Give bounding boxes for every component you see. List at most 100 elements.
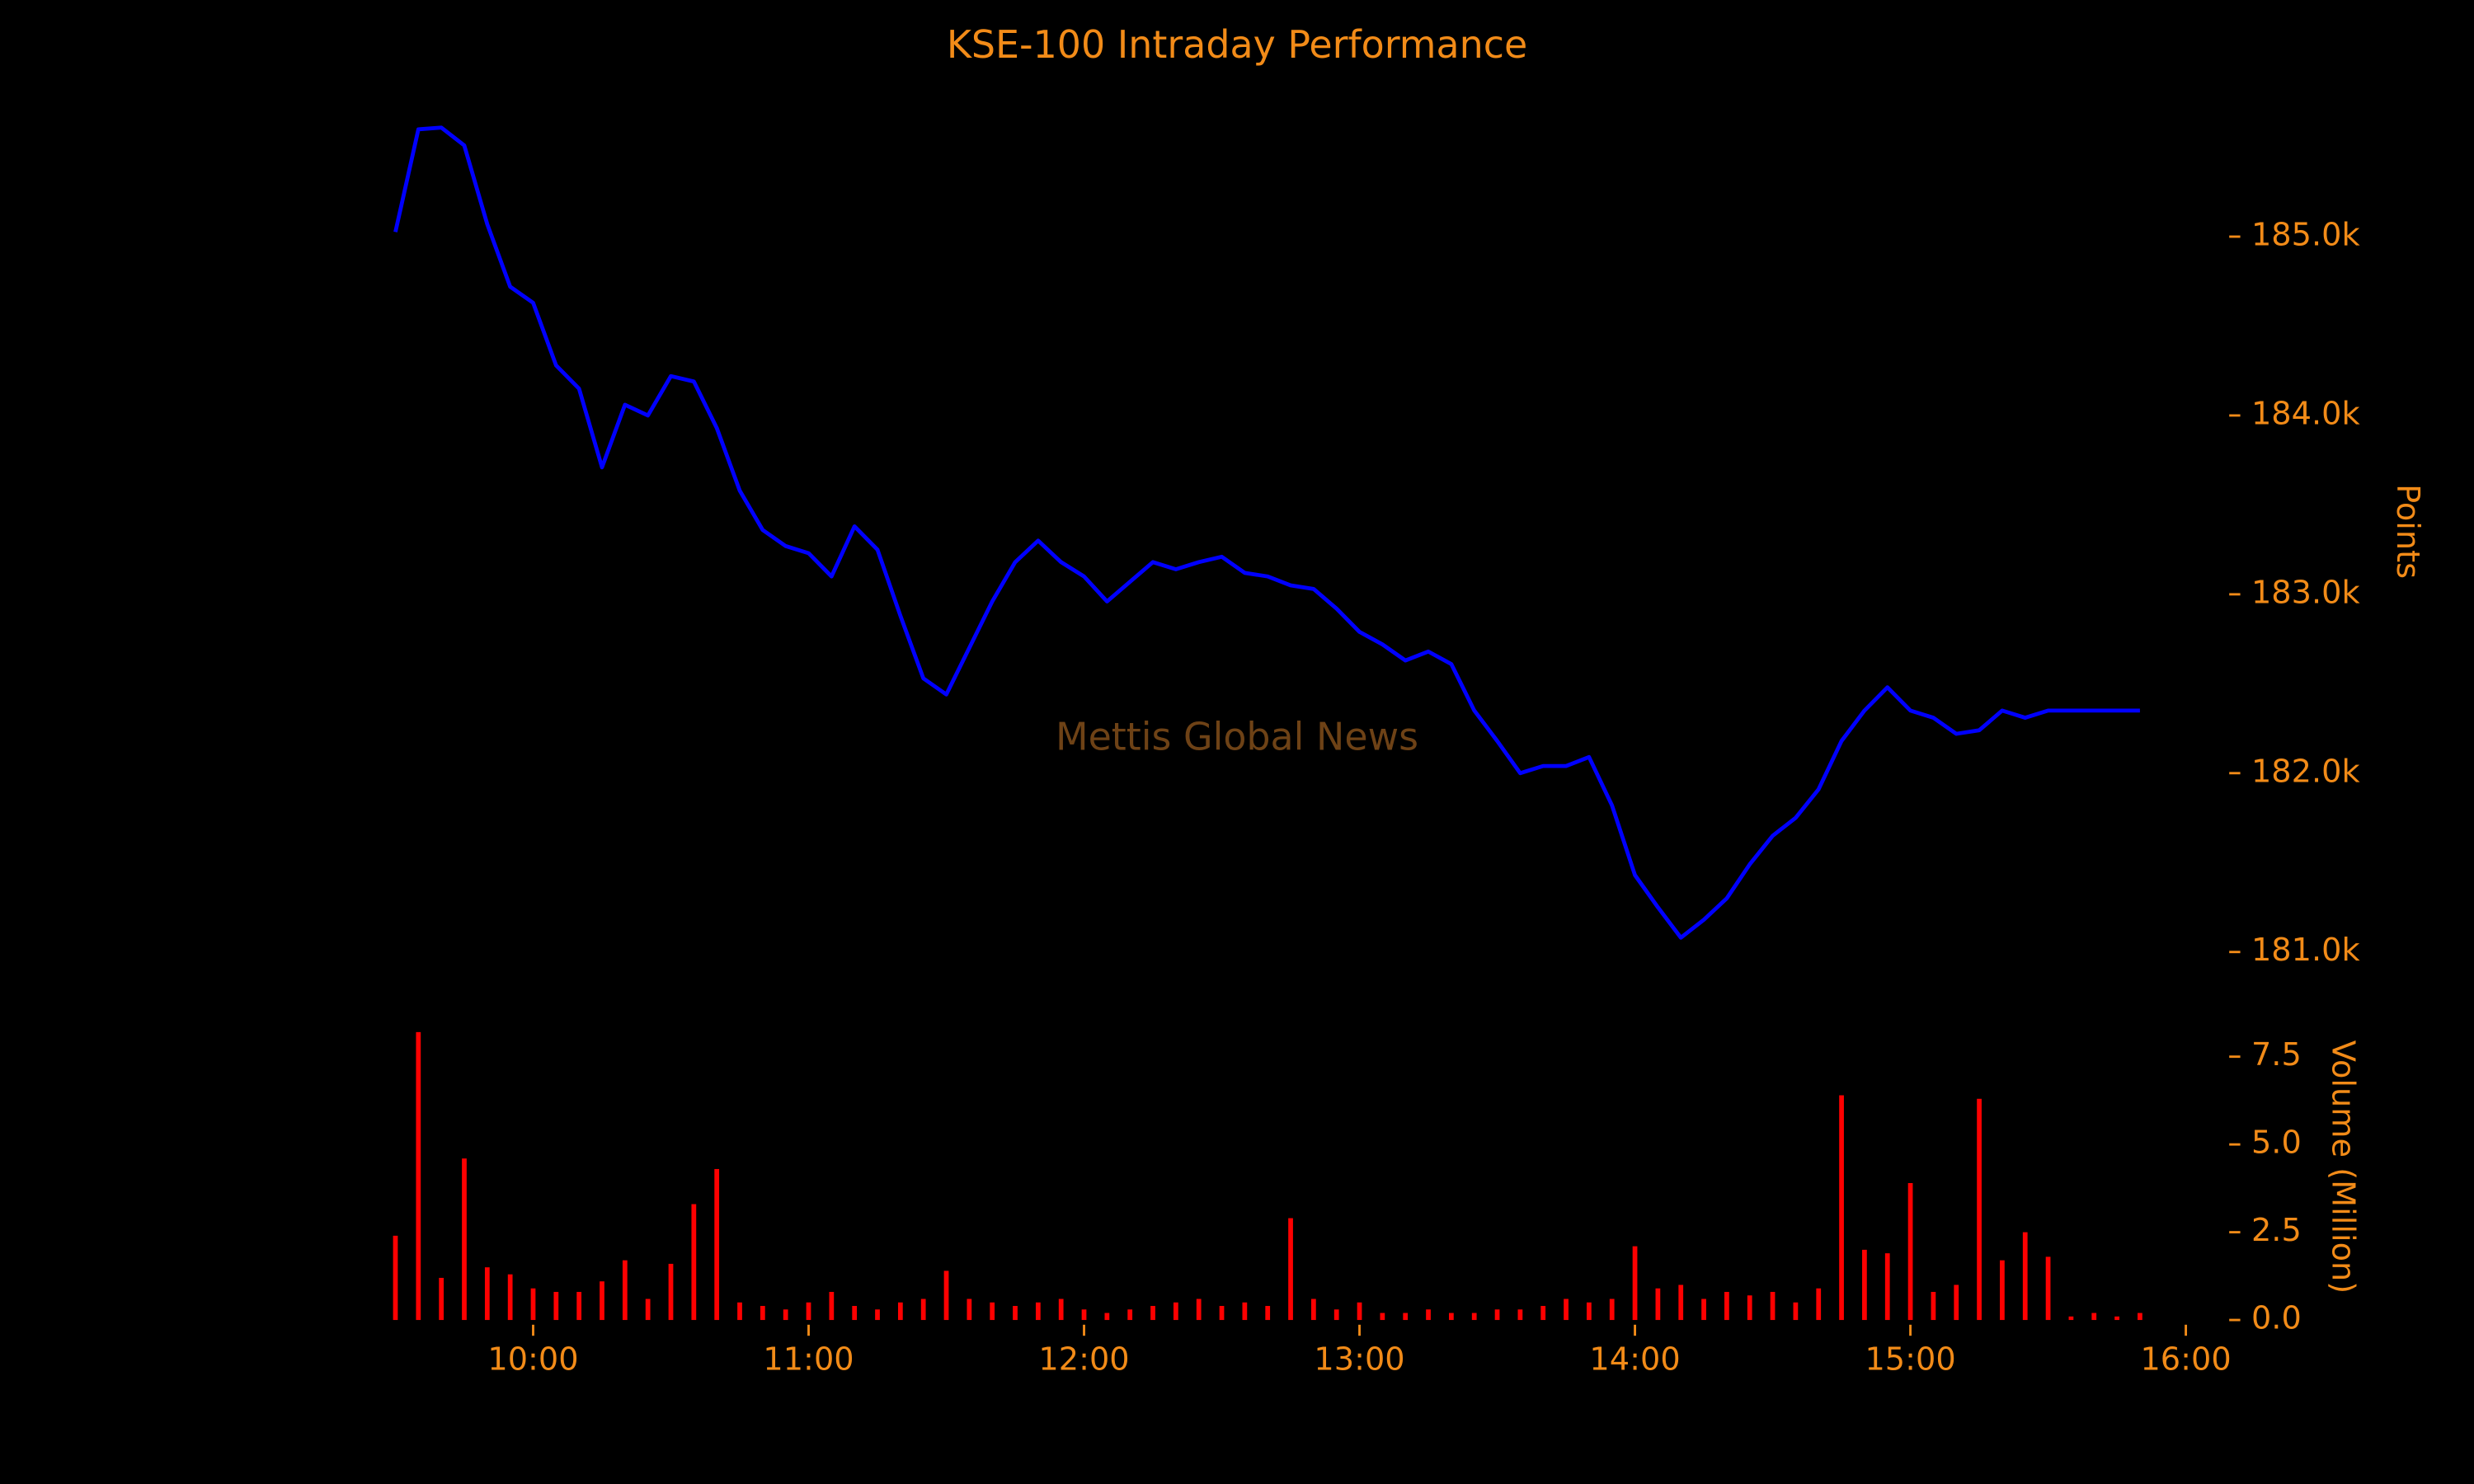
volume-bar [1380, 1313, 1385, 1321]
y-axis-label: Volume (Million) [2325, 1040, 2362, 1294]
y-tick-label: 185.0k [2251, 217, 2361, 254]
volume-bar [1907, 1182, 1913, 1321]
volume-bar [1816, 1288, 1822, 1321]
volume-bar [1403, 1313, 1409, 1321]
volume-bar [1265, 1306, 1271, 1321]
volume-bar [2091, 1313, 2097, 1321]
volume-bar [1701, 1298, 1706, 1321]
y-tick-label: 5.0 [2251, 1125, 2302, 1162]
volume-bar [622, 1260, 628, 1321]
volume-bar [2022, 1232, 2028, 1321]
volume-bar [1564, 1298, 1569, 1321]
volume-bar [1173, 1302, 1178, 1321]
volume-bar [829, 1291, 835, 1321]
volume-bar [1196, 1298, 1202, 1321]
y-tick-label: 0.0 [2251, 1300, 2302, 1337]
volume-bar [439, 1277, 444, 1321]
volume-bar [1081, 1309, 1087, 1321]
volume-bar [2000, 1260, 2005, 1321]
volume-bar [462, 1158, 467, 1321]
volume-bar [1678, 1284, 1684, 1321]
volume-bar [1449, 1313, 1454, 1321]
volume-bar [553, 1291, 559, 1321]
volume-bar [1013, 1306, 1018, 1321]
volume-bar [1862, 1249, 1867, 1321]
volume-bar [1517, 1309, 1523, 1321]
volume-bar [920, 1298, 926, 1321]
volume-bar [1747, 1295, 1752, 1321]
price-line [393, 125, 2140, 940]
volume-bar [875, 1309, 880, 1321]
volume-bar [576, 1291, 582, 1321]
volume-bar [967, 1298, 972, 1321]
volume-bar [484, 1267, 490, 1321]
y-axis-label: Points [2389, 484, 2426, 579]
volume-bar [645, 1298, 651, 1321]
volume-bar [1494, 1309, 1500, 1321]
volume-bar [1333, 1309, 1339, 1321]
volume-bar [1609, 1298, 1615, 1321]
volume-bar [1977, 1098, 1982, 1321]
volume-bar [1793, 1302, 1799, 1321]
x-tick-label: 10:00 [487, 1341, 578, 1378]
x-tick-label: 12:00 [1038, 1341, 1129, 1378]
volume-bar [2138, 1313, 2142, 1321]
volume-bar [1471, 1313, 1477, 1321]
volume-bar [691, 1204, 697, 1321]
volume-bar [897, 1302, 903, 1321]
volume-bar [1219, 1306, 1225, 1321]
volume-bar [852, 1306, 858, 1321]
volume-bar [2068, 1316, 2074, 1321]
y-tick-label: 184.0k [2251, 395, 2361, 432]
volume-bar [1035, 1302, 1041, 1321]
volume-bar [1839, 1095, 1844, 1321]
x-tick-label: 16:00 [2140, 1341, 2231, 1378]
volume-bar [1288, 1218, 1293, 1321]
volume-bar [1058, 1298, 1064, 1321]
volume-bar [1311, 1298, 1316, 1321]
x-tick-label: 14:00 [1589, 1341, 1680, 1378]
volume-bar [1655, 1288, 1661, 1321]
volume-bar [737, 1302, 742, 1321]
volume-bar [760, 1306, 765, 1321]
volume-bar [1632, 1246, 1638, 1321]
y-tick-label: 183.0k [2251, 574, 2361, 611]
volume-bar [1587, 1302, 1592, 1321]
volume-bar [2114, 1316, 2119, 1321]
volume-bar [507, 1274, 513, 1321]
volume-bar [1770, 1291, 1776, 1321]
x-tick-label: 11:00 [763, 1341, 854, 1378]
y-tick-label: 182.0k [2251, 753, 2361, 790]
watermark: Mettis Global News [1056, 715, 1418, 759]
volume-bar [1357, 1302, 1362, 1321]
x-tick-label: 13:00 [1314, 1341, 1404, 1378]
volume-bar [990, 1302, 995, 1321]
x-tick-label: 15:00 [1865, 1341, 1955, 1378]
volume-bar [530, 1288, 536, 1321]
volume-bar [1724, 1291, 1729, 1321]
volume-bar [1127, 1309, 1133, 1321]
volume-bar [1426, 1309, 1431, 1321]
volume-bar [714, 1168, 720, 1321]
y-tick-label: 2.5 [2251, 1212, 2302, 1249]
volume-bar [393, 1235, 398, 1321]
volume-bar [1954, 1284, 1959, 1321]
volume-bar [806, 1302, 811, 1321]
volume-bar [1540, 1306, 1546, 1321]
chart-title: KSE-100 Intraday Performance [947, 22, 1527, 67]
volume-bar [1884, 1253, 1890, 1321]
volume-bar [943, 1270, 949, 1321]
volume-bar [2045, 1256, 2051, 1321]
volume-bar [1242, 1302, 1248, 1321]
volume-bar [668, 1263, 674, 1321]
y-tick-label: 181.0k [2251, 932, 2361, 969]
volume-bar [600, 1281, 604, 1321]
volume-bar [416, 1031, 421, 1321]
volume-bar [783, 1309, 788, 1321]
volume-bar [1931, 1291, 1936, 1321]
volume-bar [1104, 1313, 1110, 1321]
volume-bar [1150, 1306, 1155, 1321]
y-tick-label: 7.5 [2251, 1036, 2302, 1073]
